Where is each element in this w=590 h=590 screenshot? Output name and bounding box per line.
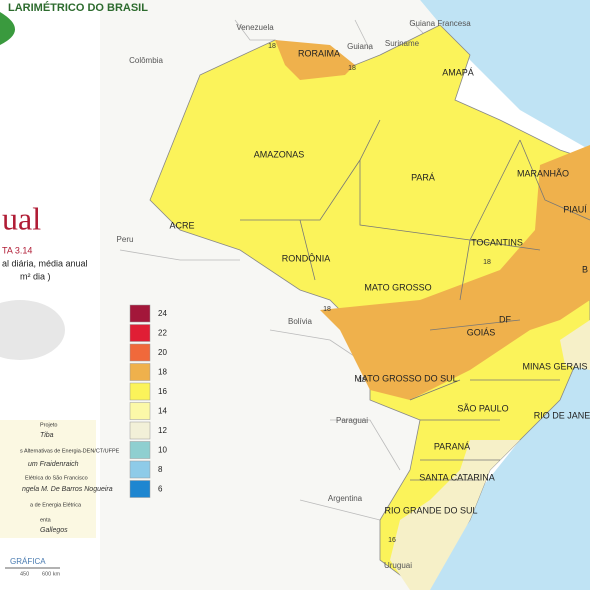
contour-label: 16 bbox=[388, 537, 396, 544]
state-label: SANTA CATARINA bbox=[419, 472, 495, 482]
borders-foreign bbox=[119, 19, 431, 521]
state-label: DF bbox=[499, 314, 511, 324]
contour-label: 18 bbox=[348, 65, 356, 72]
state-label: RIO GRANDE DO SUL bbox=[384, 505, 477, 515]
state-label: RORAIMA bbox=[298, 48, 340, 58]
legend-value: 16 bbox=[158, 387, 167, 396]
legend-value: 12 bbox=[158, 426, 167, 435]
country-label: Colômbia bbox=[129, 56, 163, 65]
credit-text: Gallegos bbox=[40, 527, 68, 534]
legend-swatch bbox=[129, 382, 151, 401]
legend-value: 14 bbox=[158, 407, 167, 416]
credit-text: Elétrica do São Francisco bbox=[25, 475, 88, 481]
credit-text: s Alternativas de Energia-DEN/CT/UFPE bbox=[20, 448, 120, 454]
legend-value: 22 bbox=[158, 329, 167, 338]
legend-swatch bbox=[129, 402, 151, 420]
country-label: Paraguai bbox=[336, 416, 368, 425]
country-label: Guiana bbox=[347, 42, 373, 51]
legend-value: 20 bbox=[158, 348, 167, 357]
state-label: PARANÁ bbox=[434, 441, 470, 451]
state-label: MARANHÃO bbox=[517, 168, 569, 178]
panel-graphic bbox=[0, 300, 65, 360]
credits-box bbox=[0, 420, 96, 538]
legend-swatch bbox=[129, 421, 151, 440]
state-label: MINAS GERAIS bbox=[522, 361, 587, 371]
country-label: Bolívia bbox=[288, 317, 313, 326]
state-label: PARÁ bbox=[411, 172, 435, 182]
state-label: GOIÁS bbox=[467, 327, 496, 337]
credit-text: enta bbox=[40, 517, 52, 523]
credit-text: ngela M. De Barros Nogueira bbox=[22, 486, 113, 493]
state-label: B bbox=[582, 264, 588, 274]
panel-heading: ual bbox=[2, 200, 41, 236]
legend-swatch bbox=[129, 441, 151, 459]
panel-subtitle: al diária, média anual bbox=[2, 258, 88, 268]
contour-label: 18 bbox=[358, 377, 366, 384]
neighbour-land bbox=[100, 0, 470, 590]
legend-swatch bbox=[129, 343, 151, 362]
legend-value: 6 bbox=[158, 485, 163, 494]
state-label: PIAUÍ bbox=[563, 204, 587, 214]
country-label: Suriname bbox=[385, 39, 420, 48]
credit-text: Tiba bbox=[40, 432, 54, 439]
state-label: AMAZONAS bbox=[254, 149, 305, 159]
zone-14-east bbox=[560, 320, 590, 370]
scale-title: GRÁFICA bbox=[10, 557, 46, 566]
credit-text: Projeto bbox=[40, 422, 57, 428]
state-label: TOCANTINS bbox=[471, 237, 523, 247]
title: LARIMÉTRICO DO BRASIL bbox=[8, 1, 148, 14]
credit-text: um Fraidenraich bbox=[28, 461, 79, 468]
country-label: Venezuela bbox=[236, 23, 274, 32]
legend-value: 18 bbox=[158, 368, 167, 377]
panel-figure: TA 3.14 bbox=[2, 245, 32, 255]
zone-18 bbox=[320, 145, 590, 400]
legend-swatch bbox=[129, 304, 151, 323]
state-label: MATO GROSSO bbox=[364, 282, 431, 292]
legend-value: 24 bbox=[158, 309, 167, 318]
state-label: MATO GROSSO DO SUL bbox=[354, 373, 457, 383]
state-label: AMAPÁ bbox=[442, 67, 474, 77]
state-label: ACRE bbox=[169, 220, 194, 230]
contour-label: 18 bbox=[268, 43, 276, 50]
zone-14 bbox=[390, 440, 520, 590]
scale-label: 450 bbox=[20, 571, 29, 577]
legend-swatch bbox=[129, 480, 151, 498]
panel-unit: m² dia ) bbox=[20, 271, 51, 281]
state-label: RONDÔNIA bbox=[282, 253, 331, 263]
scale-label: 600 km bbox=[42, 571, 60, 577]
country-label: Uruguai bbox=[384, 561, 412, 570]
legend-swatch bbox=[129, 363, 151, 381]
state-label: RIO DE JANEIRO bbox=[534, 410, 590, 420]
country-label: Peru bbox=[117, 235, 134, 244]
ocean bbox=[400, 0, 590, 590]
state-label: SÃO PAULO bbox=[457, 403, 508, 413]
contour-label: 18 bbox=[323, 306, 331, 313]
country-label: Argentina bbox=[328, 494, 363, 503]
zone-18-roraima bbox=[275, 40, 355, 80]
legend-value: 10 bbox=[158, 446, 167, 455]
state-borders bbox=[240, 119, 590, 481]
country-label: Guiana Francesa bbox=[409, 19, 471, 28]
contour-label: 18 bbox=[483, 259, 491, 266]
legend-swatch bbox=[129, 324, 151, 342]
logo-swoosh bbox=[0, 12, 15, 45]
credit-text: a de Energia Elétrica bbox=[30, 502, 82, 508]
legend-value: 8 bbox=[158, 465, 163, 474]
legend-swatch bbox=[129, 460, 151, 479]
